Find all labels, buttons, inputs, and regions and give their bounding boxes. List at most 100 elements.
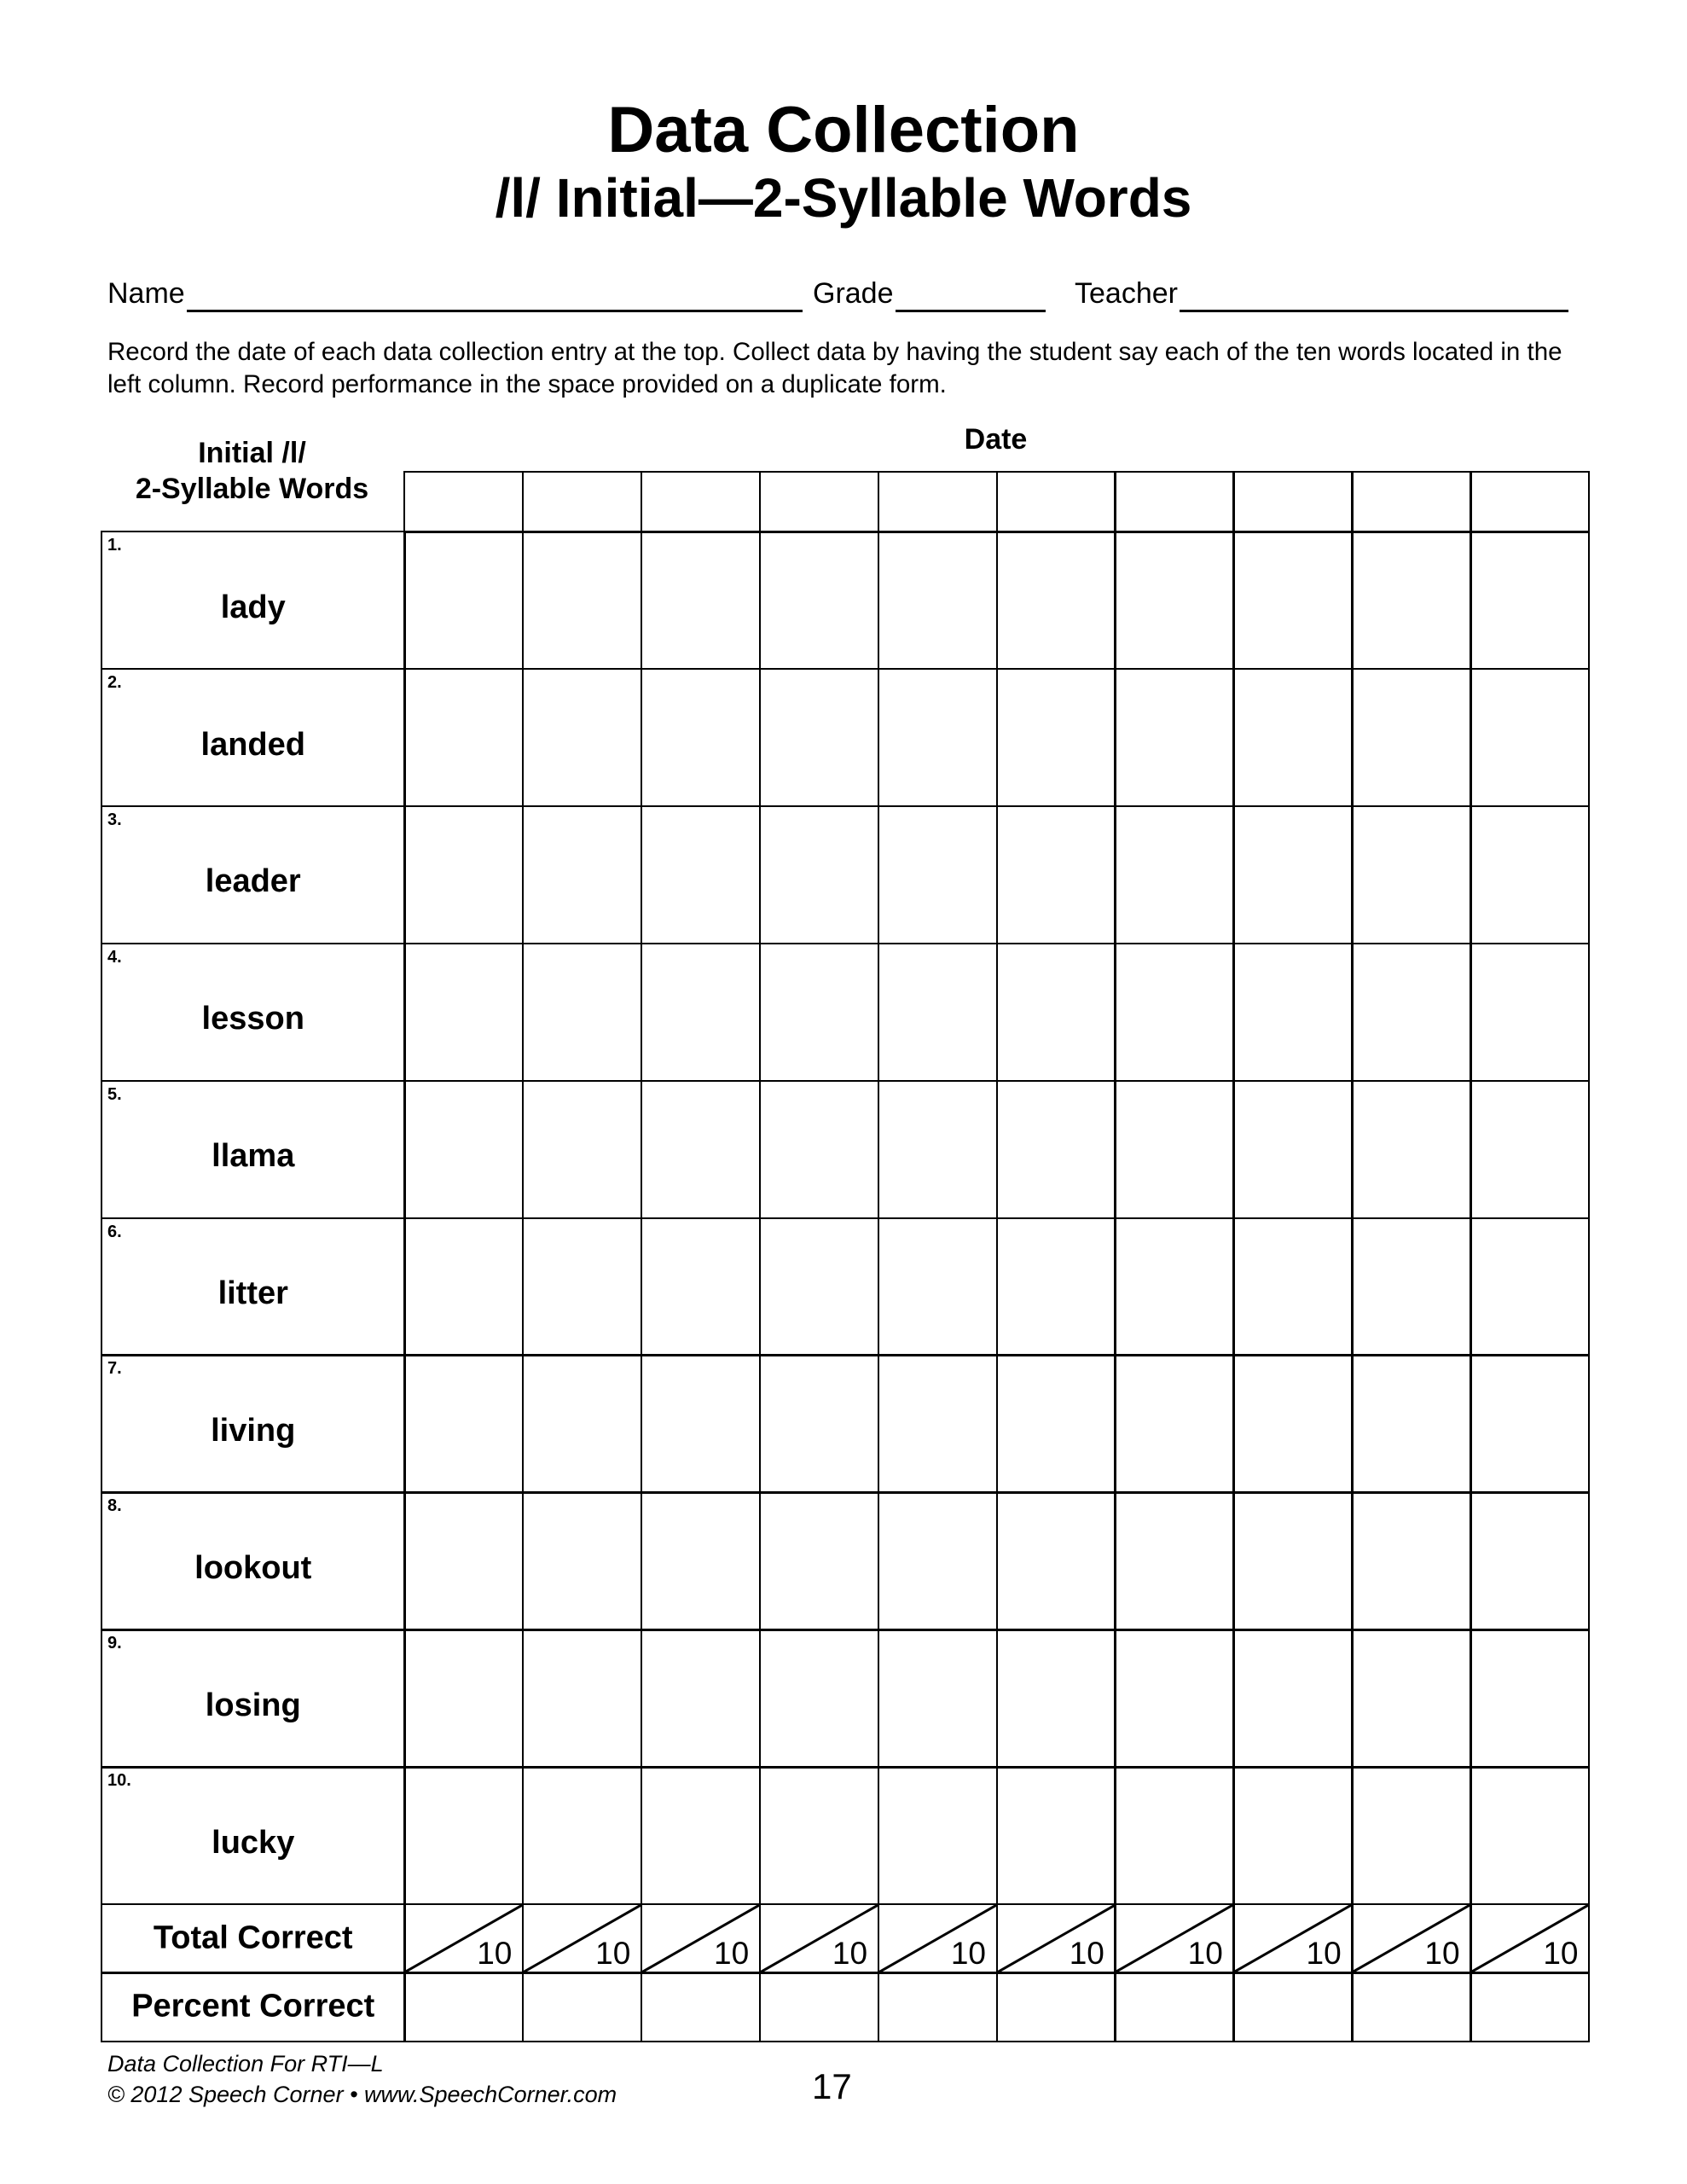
response-cell[interactable]: [1470, 1766, 1591, 1906]
response-cell[interactable]: [877, 667, 998, 808]
response-cell[interactable]: [521, 1079, 643, 1219]
response-cell[interactable]: [640, 1491, 762, 1631]
response-cell[interactable]: [995, 1629, 1116, 1769]
response-cell[interactable]: [1470, 1491, 1591, 1631]
percent-correct-cell[interactable]: [1232, 1972, 1354, 2042]
response-cell[interactable]: [758, 1491, 880, 1631]
response-cell[interactable]: [1351, 1629, 1472, 1769]
response-cell[interactable]: [1351, 531, 1472, 671]
response-cell[interactable]: [521, 804, 643, 945]
response-cell[interactable]: [1114, 1766, 1235, 1906]
response-cell[interactable]: [1470, 531, 1591, 671]
grade-line[interactable]: [895, 279, 1046, 312]
response-cell[interactable]: [1470, 1079, 1591, 1219]
response-cell[interactable]: [403, 1354, 525, 1494]
response-cell[interactable]: [1114, 804, 1235, 945]
response-cell[interactable]: [1232, 1354, 1354, 1494]
grade-field[interactable]: Grade: [813, 275, 1046, 312]
total-correct-cell[interactable]: 10: [640, 1903, 762, 1974]
response-cell[interactable]: [877, 1217, 998, 1356]
response-cell[interactable]: [521, 1217, 643, 1356]
response-cell[interactable]: [877, 1766, 998, 1906]
response-cell[interactable]: [995, 667, 1116, 808]
response-cell[interactable]: [640, 1766, 762, 1906]
response-cell[interactable]: [758, 942, 880, 1083]
response-cell[interactable]: [1114, 942, 1235, 1083]
response-cell[interactable]: [877, 1079, 998, 1219]
total-correct-cell[interactable]: 10: [1114, 1903, 1235, 1974]
response-cell[interactable]: [1470, 1629, 1591, 1769]
teacher-line[interactable]: [1179, 279, 1568, 312]
response-cell[interactable]: [1232, 1491, 1354, 1631]
response-cell[interactable]: [1351, 1217, 1472, 1356]
response-cell[interactable]: [758, 531, 880, 671]
name-field[interactable]: Name: [107, 275, 803, 312]
response-cell[interactable]: [1232, 1766, 1354, 1906]
response-cell[interactable]: [758, 667, 880, 808]
response-cell[interactable]: [995, 942, 1116, 1083]
percent-correct-cell[interactable]: [1114, 1972, 1235, 2042]
response-cell[interactable]: [995, 1217, 1116, 1356]
percent-correct-cell[interactable]: [877, 1972, 998, 2042]
response-cell[interactable]: [403, 1629, 525, 1769]
response-cell[interactable]: [1114, 1217, 1235, 1356]
percent-correct-cell[interactable]: [1470, 1972, 1591, 2042]
response-cell[interactable]: [521, 942, 643, 1083]
response-cell[interactable]: [521, 1766, 643, 1906]
response-cell[interactable]: [403, 667, 525, 808]
response-cell[interactable]: [758, 1766, 880, 1906]
response-cell[interactable]: [1114, 1629, 1235, 1769]
response-cell[interactable]: [640, 1629, 762, 1769]
response-cell[interactable]: [1470, 942, 1591, 1083]
response-cell[interactable]: [640, 1217, 762, 1356]
response-cell[interactable]: [1351, 1491, 1472, 1631]
date-entry-cell[interactable]: [1232, 471, 1354, 533]
response-cell[interactable]: [1232, 942, 1354, 1083]
response-cell[interactable]: [758, 804, 880, 945]
response-cell[interactable]: [521, 1629, 643, 1769]
response-cell[interactable]: [640, 804, 762, 945]
date-entry-cell[interactable]: [403, 471, 525, 533]
response-cell[interactable]: [521, 531, 643, 671]
response-cell[interactable]: [995, 1766, 1116, 1906]
total-correct-cell[interactable]: 10: [521, 1903, 643, 1974]
response-cell[interactable]: [1114, 531, 1235, 671]
response-cell[interactable]: [403, 942, 525, 1083]
response-cell[interactable]: [995, 1354, 1116, 1494]
response-cell[interactable]: [1232, 804, 1354, 945]
percent-correct-cell[interactable]: [521, 1972, 643, 2042]
response-cell[interactable]: [403, 1491, 525, 1631]
total-correct-cell[interactable]: 10: [1470, 1903, 1591, 1974]
response-cell[interactable]: [877, 1629, 998, 1769]
response-cell[interactable]: [877, 531, 998, 671]
percent-correct-cell[interactable]: [758, 1972, 880, 2042]
percent-correct-cell[interactable]: [403, 1972, 525, 2042]
response-cell[interactable]: [521, 667, 643, 808]
response-cell[interactable]: [403, 1766, 525, 1906]
response-cell[interactable]: [877, 1354, 998, 1494]
response-cell[interactable]: [1114, 667, 1235, 808]
response-cell[interactable]: [995, 804, 1116, 945]
date-entry-cell[interactable]: [995, 471, 1116, 533]
percent-correct-cell[interactable]: [640, 1972, 762, 2042]
response-cell[interactable]: [640, 1354, 762, 1494]
response-cell[interactable]: [1470, 1354, 1591, 1494]
response-cell[interactable]: [1351, 1354, 1472, 1494]
date-entry-cell[interactable]: [521, 471, 643, 533]
response-cell[interactable]: [1232, 1217, 1354, 1356]
response-cell[interactable]: [995, 1491, 1116, 1631]
response-cell[interactable]: [640, 667, 762, 808]
response-cell[interactable]: [1351, 942, 1472, 1083]
name-line[interactable]: [186, 279, 803, 312]
percent-correct-cell[interactable]: [1351, 1972, 1472, 2042]
percent-correct-cell[interactable]: [995, 1972, 1116, 2042]
date-entry-cell[interactable]: [1470, 471, 1591, 533]
total-correct-cell[interactable]: 10: [995, 1903, 1116, 1974]
total-correct-cell[interactable]: 10: [877, 1903, 998, 1974]
response-cell[interactable]: [877, 804, 998, 945]
date-entry-cell[interactable]: [640, 471, 762, 533]
response-cell[interactable]: [1232, 531, 1354, 671]
date-entry-cell[interactable]: [1351, 471, 1472, 533]
total-correct-cell[interactable]: 10: [403, 1903, 525, 1974]
date-entry-cell[interactable]: [758, 471, 880, 533]
